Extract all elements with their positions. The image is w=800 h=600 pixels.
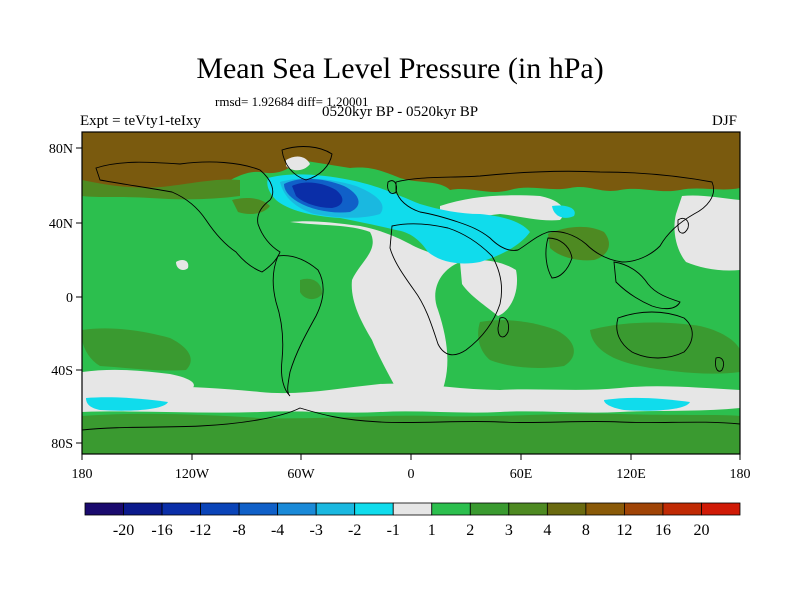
field-antarctic-darkgreen xyxy=(82,413,740,454)
lat-labels: 80N 40N 0 40S 80S xyxy=(49,142,73,452)
colorbar-labels: -20 -16 -12 -8 -4 -3 -2 -1 1 2 3 4 8 12 16 20 xyxy=(113,522,710,539)
field-asia-olive xyxy=(548,226,609,261)
coastlines xyxy=(82,146,740,431)
period-text: 0520kyr BP - 0520kyr BP xyxy=(322,104,479,120)
field-north-high xyxy=(82,132,740,198)
coast-eurasia xyxy=(395,170,714,263)
colorbar-swatch xyxy=(431,502,471,516)
colorbar-label: -4 xyxy=(271,522,284,539)
field-pacific-neutral-spot xyxy=(176,260,189,270)
field-southern-cyan-band xyxy=(86,397,168,411)
coast-india xyxy=(545,237,573,279)
lon-label-180e: 180 xyxy=(730,467,751,482)
colorbar-swatch xyxy=(624,502,664,516)
coast-japan xyxy=(677,217,689,234)
field-pacific-neutral-east xyxy=(674,195,740,271)
lon-label-180w: 180 xyxy=(72,467,93,482)
lat-label-80s: 80S xyxy=(51,437,73,452)
colorbar-swatch xyxy=(277,502,317,516)
colorbar-swatch xyxy=(585,502,625,516)
lat-label-0: 0 xyxy=(66,291,73,306)
colorbar-label: -20 xyxy=(113,522,134,539)
coast-antarctica xyxy=(82,407,740,431)
colorbar-label: -12 xyxy=(190,522,211,539)
lat-label-40s: 40S xyxy=(51,364,73,379)
colorbar-label: -2 xyxy=(348,522,361,539)
field-cyan-patch xyxy=(552,205,575,218)
coast-north-america xyxy=(95,161,281,273)
lat-ticks xyxy=(76,147,82,444)
field-africa-neutral xyxy=(460,260,518,316)
lon-label-60w: 60W xyxy=(287,467,315,482)
stats-text: rmsd= 1.92684 diff= 1.20001 xyxy=(215,94,369,109)
coast-se-asia xyxy=(613,261,681,310)
colorbar-label: 20 xyxy=(693,522,709,539)
map-field xyxy=(82,132,740,454)
colorbar-label: -16 xyxy=(151,522,172,539)
colorbar-swatch xyxy=(315,502,356,516)
experiment-label: Expt = teVty1-teIxy xyxy=(80,113,201,129)
colorbar-label: -8 xyxy=(232,522,245,539)
colorbar-label: 8 xyxy=(582,522,590,539)
colorbar xyxy=(84,502,741,516)
coast-africa xyxy=(389,223,503,356)
coast-madagascar xyxy=(497,317,509,338)
lon-ticks xyxy=(81,454,741,460)
map-title: Mean Sea Level Pressure (in hPa) xyxy=(196,52,604,85)
field-southern-cyan-band-2 xyxy=(604,397,690,411)
field-south-pacific-neutral xyxy=(82,369,194,392)
lon-label-120e: 120E xyxy=(616,467,646,482)
coast-uk xyxy=(387,180,397,194)
lat-label-40n: 40N xyxy=(49,217,73,232)
colorbar-label: 4 xyxy=(543,522,551,539)
colorbar-label: 12 xyxy=(616,522,632,539)
field-south-pacific-darkgreen xyxy=(82,328,191,371)
field-indian-darkgreen xyxy=(478,320,574,368)
colorbar-label: 2 xyxy=(466,522,474,539)
field-north-olive xyxy=(82,179,240,200)
colorbar-swatch xyxy=(469,502,510,516)
colorbar-swatch xyxy=(200,502,240,516)
colorbar-swatch xyxy=(508,502,548,516)
colorbar-label: -3 xyxy=(310,522,323,539)
field-greenland-white xyxy=(286,156,310,171)
colorbar-label: 3 xyxy=(505,522,513,539)
colorbar-swatch xyxy=(161,502,201,516)
field-atlantic-neutral xyxy=(290,221,460,396)
field-australia-darkgreen xyxy=(590,322,740,374)
colorbar-swatch xyxy=(123,502,163,516)
lat-label-80n: 80N xyxy=(49,142,73,157)
field-samerica-olive xyxy=(300,278,322,300)
lon-label-120w: 120W xyxy=(175,467,210,482)
colorbar-label: 1 xyxy=(428,522,436,539)
colorbar-swatch xyxy=(701,502,741,516)
lon-label-0: 0 xyxy=(408,467,415,482)
lon-label-60e: 60E xyxy=(510,467,533,482)
coast-greenland xyxy=(281,146,333,181)
coast-nz xyxy=(715,357,725,372)
field-dark-blue-core xyxy=(292,182,343,208)
season-label: DJF xyxy=(712,113,738,129)
colorbar-swatch xyxy=(392,502,433,516)
lon-labels: 180 120W 60W 0 60E 120E 180 xyxy=(72,467,751,482)
field-southern-neutral xyxy=(82,383,740,413)
colorbar-label: -1 xyxy=(387,522,400,539)
colorbar-swatch xyxy=(662,502,702,516)
coast-australia xyxy=(616,311,693,359)
colorbar-swatch xyxy=(238,502,279,516)
colorbar-label: 16 xyxy=(655,522,671,539)
colorbar-swatch xyxy=(546,502,587,516)
coast-south-america xyxy=(272,255,324,397)
colorbar-swatch xyxy=(354,502,394,516)
colorbar-swatch xyxy=(84,502,124,516)
